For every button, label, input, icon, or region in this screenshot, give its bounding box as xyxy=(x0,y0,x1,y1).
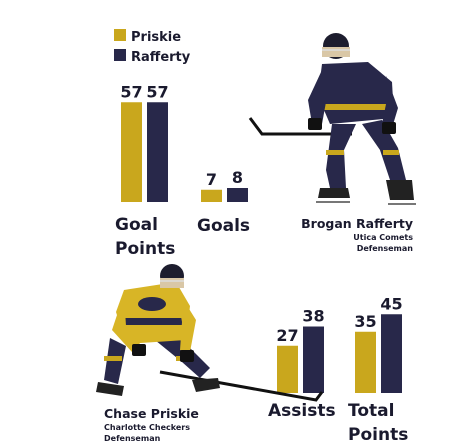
value-label-goal-points-rafferty: 57 xyxy=(146,82,168,101)
value-label-goal-points-priskie: 57 xyxy=(120,82,142,101)
legend-swatch-rafferty xyxy=(114,49,126,61)
category-label-total-points: Points xyxy=(348,425,408,444)
bar-goal-points-rafferty xyxy=(147,102,168,202)
value-label-total-points-rafferty: 45 xyxy=(380,294,402,313)
category-label-assists: Assists xyxy=(268,401,336,421)
priskie-position: Defenseman xyxy=(104,434,161,443)
bar-goals-priskie xyxy=(201,189,222,202)
rafferty-position: Defenseman xyxy=(357,244,414,253)
priskie-name: Chase Priskie xyxy=(104,406,199,421)
value-label-goals-priskie: 7 xyxy=(206,170,217,189)
legend-label-rafferty: Rafferty xyxy=(131,50,191,65)
bar-total-points-rafferty xyxy=(381,314,402,393)
category-label-total-points: Total xyxy=(348,401,394,421)
bar-assists-priskie xyxy=(277,345,298,393)
hockey-player-photo-priskie xyxy=(96,264,324,402)
bar-goal-points-priskie xyxy=(121,102,142,202)
category-label-goals: Goals xyxy=(197,216,250,236)
value-label-goals-rafferty: 8 xyxy=(232,168,243,187)
hockey-player-photo-rafferty xyxy=(248,33,416,205)
bar-assists-rafferty xyxy=(303,326,324,393)
category-label-goal-points: Goal xyxy=(115,215,158,235)
value-label-total-points-priskie: 35 xyxy=(354,312,376,331)
priskie-team: Charlotte Checkers xyxy=(104,423,190,432)
category-label-goal-points: Points xyxy=(115,239,175,259)
rafferty-name: Brogan Rafferty xyxy=(301,216,413,231)
value-label-assists-rafferty: 38 xyxy=(302,307,324,326)
bar-total-points-priskie xyxy=(355,331,376,393)
rafferty-team: Utica Comets xyxy=(353,233,413,242)
bar-goals-rafferty xyxy=(227,188,248,202)
category-labels: Goal Points Goals Assists Total Points xyxy=(115,215,408,444)
legend-swatch-priskie xyxy=(114,29,126,41)
legend-label-priskie: Priskie xyxy=(131,30,181,45)
value-label-assists-priskie: 27 xyxy=(276,326,298,345)
